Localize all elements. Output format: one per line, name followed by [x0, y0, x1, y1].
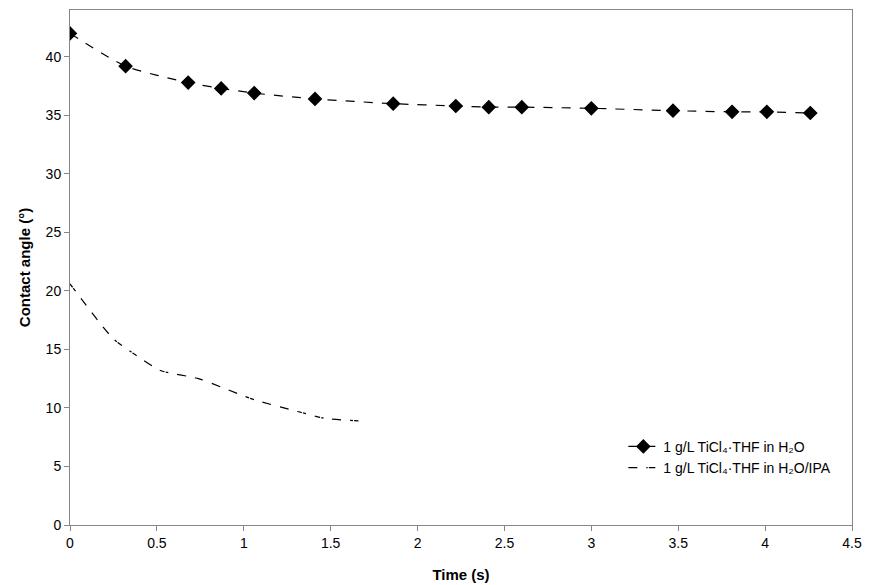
svg-text:0.5: 0.5 [147, 535, 167, 551]
svg-text:0: 0 [53, 517, 61, 533]
svg-text:1.5: 1.5 [321, 535, 341, 551]
svg-text:15: 15 [46, 341, 62, 357]
svg-text:5: 5 [53, 458, 61, 474]
svg-text:40: 40 [46, 49, 62, 65]
svg-text:35: 35 [46, 107, 62, 123]
svg-text:Contact angle (°): Contact angle (°) [16, 208, 33, 327]
svg-text:2.5: 2.5 [495, 535, 515, 551]
svg-text:1 g/L TiCl₄·THF in H₂O: 1 g/L TiCl₄·THF in H₂O [663, 439, 804, 455]
svg-text:30: 30 [46, 166, 62, 182]
svg-text:10: 10 [46, 400, 62, 416]
svg-text:3.5: 3.5 [668, 535, 688, 551]
svg-text:1 g/L TiCl₄·THF in H₂O/IPA: 1 g/L TiCl₄·THF in H₂O/IPA [663, 460, 830, 476]
svg-text:4: 4 [761, 535, 769, 551]
svg-text:4.5: 4.5 [842, 535, 862, 551]
svg-text:2: 2 [414, 535, 422, 551]
svg-text:20: 20 [46, 283, 62, 299]
svg-text:1: 1 [240, 535, 248, 551]
svg-text:3: 3 [587, 535, 595, 551]
svg-text:25: 25 [46, 224, 62, 240]
svg-text:0: 0 [66, 535, 74, 551]
svg-text:Time (s): Time (s) [432, 566, 489, 583]
